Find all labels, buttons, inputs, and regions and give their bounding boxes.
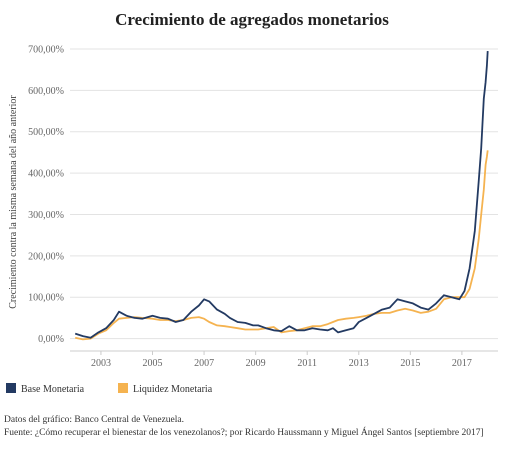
y-tick-label: 200,00%: [28, 251, 64, 262]
x-tick-label: 2007: [194, 358, 214, 369]
legend: Base Monetaria Liquidez Monetaria: [6, 383, 213, 395]
legend-base-monetaria-swatch: [6, 383, 16, 393]
x-tick-label: 2003: [91, 358, 111, 369]
liquidez-monetaria-line: [75, 150, 489, 341]
y-tick-label: 400,00%: [28, 169, 64, 180]
y-tick-label: 600,00%: [28, 86, 64, 97]
x-tick-label: 2013: [349, 358, 369, 369]
credit-note: Fuente: ¿Cómo recuperar el bienestar de …: [4, 428, 484, 438]
y-tick-label: 500,00%: [28, 127, 64, 138]
x-tick-label: 2009: [246, 358, 266, 369]
base-monetaria-line: [74, 51, 489, 339]
y-tick-label: 0,00%: [38, 334, 64, 345]
y-tick-label: 100,00%: [28, 293, 64, 304]
series-lines: [74, 51, 489, 341]
x-tick-label: 2011: [297, 358, 317, 369]
y-tick-label: 300,00%: [28, 210, 64, 221]
x-tick-label: 2005: [143, 358, 163, 369]
x-tick-label: 2017: [452, 358, 472, 369]
y-axis-label: Crecimiento contra la misma semana del a…: [8, 95, 19, 309]
gridlines: [70, 48, 498, 340]
chart-title: Crecimiento de agregados monetarios: [115, 10, 389, 29]
x-tick-label: 2015: [400, 358, 420, 369]
source-note: Datos del gráfico: Banco Central de Vene…: [4, 415, 184, 425]
y-axis-ticks: 0,00% 100,00% 200,00% 300,00% 400,00% 500,00%…: [28, 45, 64, 346]
legend-liquidez-monetaria-swatch: [118, 383, 128, 393]
legend-liquidez-monetaria-label: Liquidez Monetaria: [133, 384, 213, 395]
x-axis-ticks: 2003 2005 2007 2009 2011 2013 2015 2017: [91, 351, 472, 369]
legend-base-monetaria-label: Base Monetaria: [21, 384, 85, 395]
y-tick-label: 700,00%: [28, 45, 64, 56]
